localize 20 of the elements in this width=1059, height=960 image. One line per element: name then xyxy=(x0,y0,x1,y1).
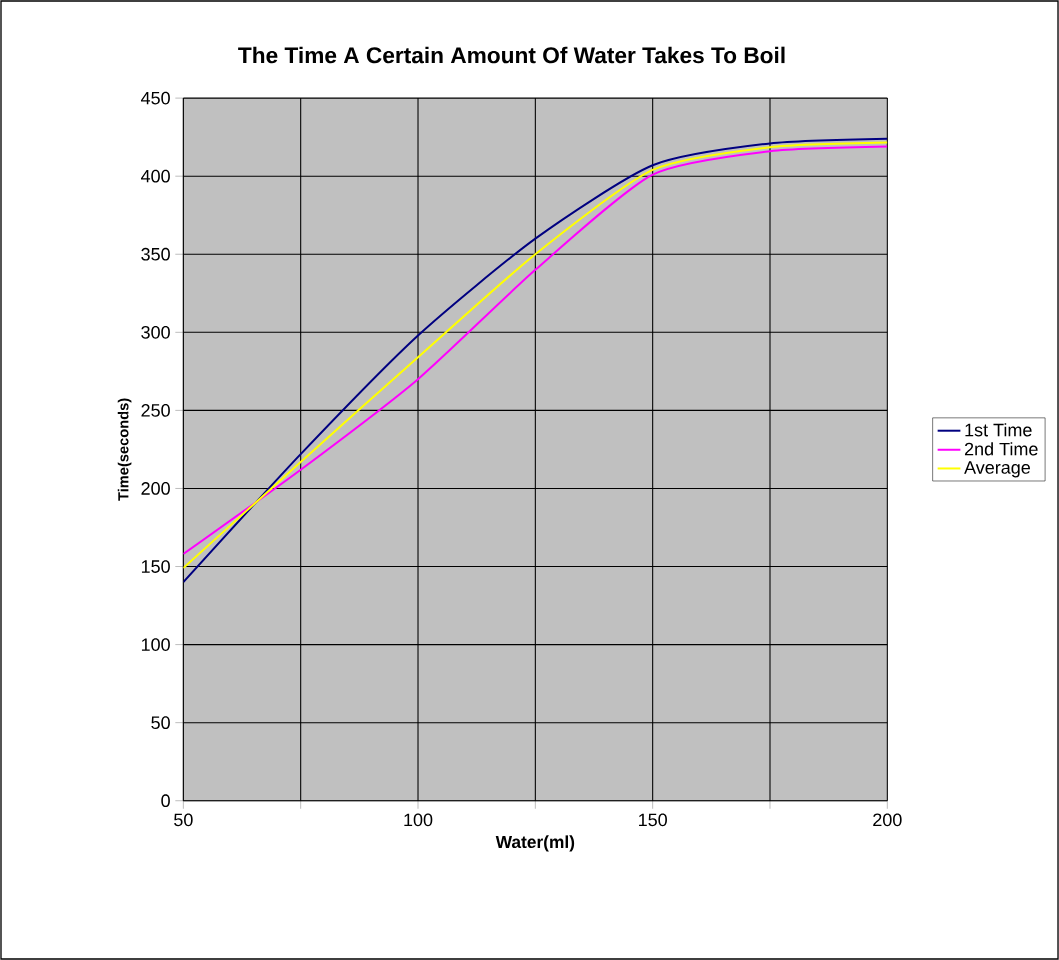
x-tick-label: 150 xyxy=(639,813,667,827)
legend-label: 2nd Time xyxy=(964,442,1038,456)
y-tick-label: 450 xyxy=(141,91,170,105)
legend-label: 1st Time xyxy=(965,423,1032,437)
y-tick-label: 250 xyxy=(141,404,170,417)
y-tick-label: 350 xyxy=(141,247,170,261)
y-tick-label: 150 xyxy=(141,560,170,573)
x-axis-title: Water(ml) xyxy=(495,835,575,852)
chart-title: The Time A Certain Amount Of Water Takes To Boil xyxy=(238,46,785,64)
y-tick-label: 300 xyxy=(141,325,170,339)
legend-label: Average xyxy=(964,461,1030,478)
y-axis-title: Time(seconds) xyxy=(117,398,132,501)
x-tick-label: 200 xyxy=(873,813,902,827)
y-tick-label: 400 xyxy=(141,169,170,183)
y-tick-label: 0 xyxy=(161,794,170,808)
x-tick-label: 100 xyxy=(404,813,433,827)
y-tick-label: 200 xyxy=(141,482,170,495)
y-tick-label: 50 xyxy=(151,716,170,730)
x-tick-label: 50 xyxy=(174,813,193,827)
y-tick-label: 100 xyxy=(141,638,170,651)
